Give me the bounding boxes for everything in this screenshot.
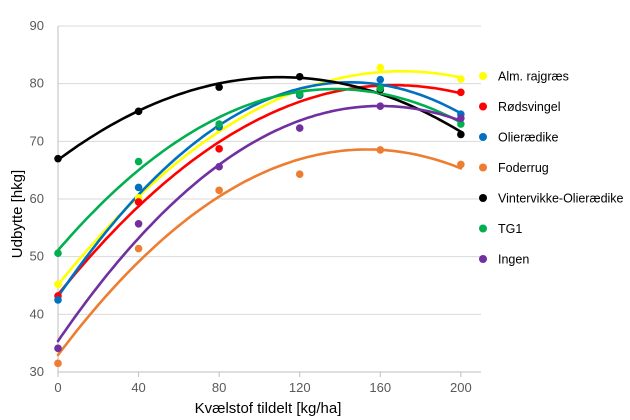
x-tick-label: 80 <box>212 380 226 395</box>
data-point <box>134 244 143 253</box>
legend: Alm. rajgræs Rødsvingel Olierædike Foderrug… <box>479 70 624 267</box>
legend-marker <box>479 133 487 141</box>
legend-label: TG1 <box>498 222 522 236</box>
data-point <box>215 83 223 91</box>
data-point <box>457 75 465 83</box>
gridlines <box>58 25 481 315</box>
legend-marker <box>479 72 487 80</box>
y-tick-label: 40 <box>30 306 44 321</box>
data-point <box>54 344 62 353</box>
x-axis-title: Kvælstof tildelt [kg/ha] <box>195 400 342 417</box>
x-tick-labels: 0 40 80 120 160 200 <box>54 380 471 395</box>
y-tick-label: 60 <box>30 191 44 206</box>
trend-curve <box>56 81 463 298</box>
data-point <box>457 114 465 123</box>
data-point <box>54 296 62 304</box>
data-point <box>457 130 465 139</box>
trend-curve <box>56 148 463 357</box>
legend-label: Rødsvingel <box>498 100 561 114</box>
legend-label: Ingen <box>498 253 529 267</box>
x-tick-label: 200 <box>450 380 472 395</box>
legend-marker <box>479 163 487 172</box>
data-point <box>457 160 465 169</box>
data-point <box>215 145 223 153</box>
y-tick-label: 80 <box>30 76 44 91</box>
data-point <box>295 90 304 98</box>
data-point <box>215 162 223 171</box>
x-tick-label: 40 <box>131 380 145 395</box>
data-point <box>134 198 143 206</box>
data-point <box>376 84 385 93</box>
data-point <box>215 120 223 128</box>
data-point <box>54 359 62 368</box>
y-tick-label: 50 <box>30 249 44 264</box>
legend-label: Vintervikke-Olierædike <box>498 192 624 206</box>
x-tick-label: 160 <box>369 380 391 395</box>
data-points <box>54 63 465 368</box>
data-point <box>376 102 385 110</box>
trend-curve <box>56 87 463 252</box>
data-point <box>295 170 304 179</box>
axes <box>57 26 481 377</box>
data-point <box>457 120 465 128</box>
legend-marker <box>479 224 487 233</box>
y-tick-label: 30 <box>30 364 44 379</box>
data-point <box>134 107 143 116</box>
data-point <box>457 88 465 97</box>
legend-marker <box>479 102 487 111</box>
data-point <box>376 75 385 84</box>
legend-label: Alm. rajgræs <box>498 70 569 84</box>
legend-label: Foderrug <box>498 161 549 175</box>
data-point <box>376 63 385 72</box>
trend-curve <box>56 83 463 296</box>
data-point <box>54 249 62 258</box>
data-point <box>215 186 223 195</box>
trend-curve <box>56 104 463 343</box>
x-tick-label: 0 <box>54 380 61 395</box>
y-tick-label: 90 <box>30 18 44 33</box>
data-point <box>134 219 143 228</box>
legend-marker <box>479 194 487 202</box>
data-point <box>54 280 62 289</box>
x-tick-label: 120 <box>289 380 311 395</box>
legend-label: Olierædike <box>498 131 558 145</box>
trend-curves <box>56 70 463 357</box>
y-tick-label: 70 <box>30 133 44 148</box>
data-point <box>54 154 62 163</box>
legend-marker <box>479 255 487 263</box>
data-point <box>134 157 143 166</box>
y-tick-labels: 30 40 50 60 70 80 90 <box>30 18 44 379</box>
y-axis-title: Udbytte [hkg] <box>9 170 26 258</box>
data-point <box>295 124 304 132</box>
data-point <box>295 72 304 81</box>
trend-curve <box>56 75 463 162</box>
data-point <box>376 146 385 154</box>
data-point <box>134 183 143 192</box>
